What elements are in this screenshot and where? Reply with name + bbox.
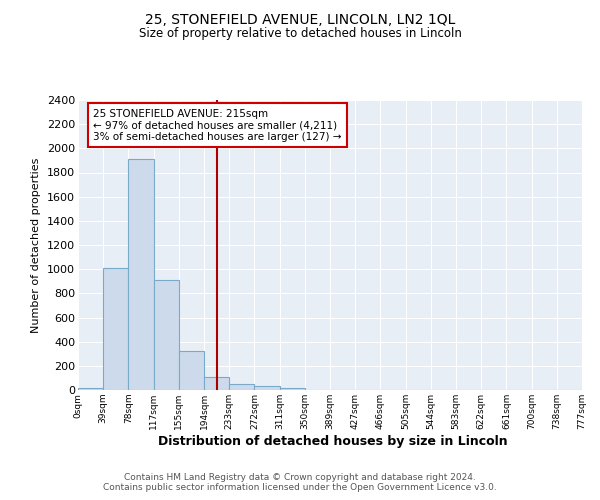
Text: Size of property relative to detached houses in Lincoln: Size of property relative to detached ho… (139, 28, 461, 40)
Text: 25 STONEFIELD AVENUE: 215sqm
← 97% of detached houses are smaller (4,211)
3% of : 25 STONEFIELD AVENUE: 215sqm ← 97% of de… (93, 108, 341, 142)
Bar (179, 352, 204, 390)
Text: Distribution of detached houses by size in Lincoln: Distribution of detached houses by size … (158, 435, 508, 448)
Y-axis label: Number of detached properties: Number of detached properties (31, 158, 41, 332)
Bar (128, 159, 154, 390)
Bar (254, 386, 280, 390)
Bar (204, 376, 229, 390)
Bar (154, 280, 179, 390)
Bar (229, 384, 254, 390)
Text: 25, STONEFIELD AVENUE, LINCOLN, LN2 1QL: 25, STONEFIELD AVENUE, LINCOLN, LN2 1QL (145, 12, 455, 26)
Text: Contains HM Land Registry data © Crown copyright and database right 2024.: Contains HM Land Registry data © Crown c… (124, 472, 476, 482)
Bar (280, 388, 305, 390)
Text: Contains public sector information licensed under the Open Government Licence v3: Contains public sector information licen… (103, 482, 497, 492)
Bar (78, 388, 103, 390)
Bar (103, 268, 128, 390)
